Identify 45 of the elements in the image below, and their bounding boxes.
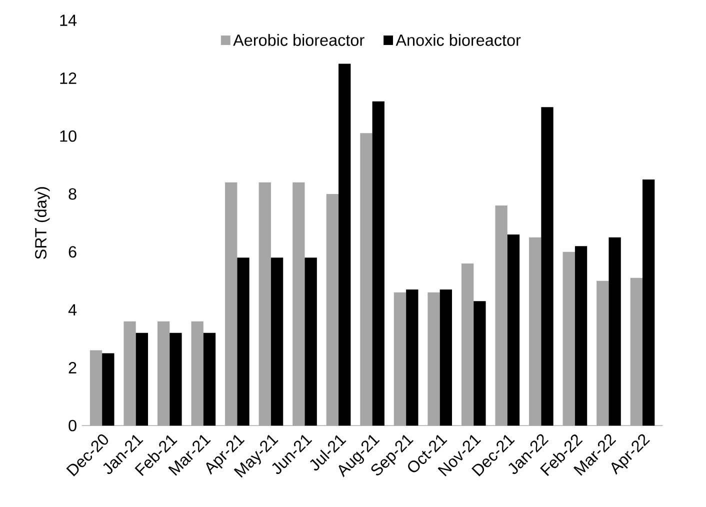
y-tick-label: 14 (60, 14, 77, 26)
y-tick-label: 0 (68, 420, 76, 432)
bar (642, 180, 655, 426)
bar (360, 133, 372, 426)
y-tick-label: 8 (68, 188, 76, 200)
bar (102, 353, 114, 426)
bar (529, 238, 542, 426)
bar (136, 333, 148, 426)
y-axis-title: SRT (day) (34, 187, 50, 260)
bar (394, 292, 406, 426)
bar (258, 182, 271, 426)
bar (270, 258, 284, 426)
bar (170, 333, 182, 426)
y-tick-label: 10 (60, 130, 76, 142)
bar (237, 258, 250, 426)
bar (372, 102, 384, 426)
bar (203, 333, 216, 426)
legend-label: Aerobic bioreactor (233, 34, 364, 46)
bar (406, 290, 418, 426)
bar (440, 290, 452, 426)
bar (461, 264, 474, 426)
bar (338, 64, 351, 426)
bar (225, 182, 238, 426)
bar (562, 252, 575, 426)
bar (596, 280, 609, 426)
bar (507, 234, 520, 426)
bar (474, 301, 486, 426)
bar (495, 206, 508, 426)
bar (90, 350, 102, 426)
bar (304, 258, 317, 426)
bar (124, 322, 136, 426)
y-tick-label: 6 (68, 246, 76, 258)
bar (157, 322, 170, 426)
bar (191, 322, 204, 426)
y-tick-label: 4 (68, 304, 77, 316)
bar (608, 238, 621, 426)
y-tick-label: 12 (60, 72, 76, 84)
y-tick-label: 2 (68, 362, 76, 374)
bar (326, 194, 339, 426)
bar (574, 246, 588, 426)
bar (630, 278, 643, 426)
bar (541, 107, 554, 426)
bar (292, 182, 305, 426)
bar (428, 292, 440, 426)
legend-label: Anoxic bioreactor (396, 34, 521, 46)
